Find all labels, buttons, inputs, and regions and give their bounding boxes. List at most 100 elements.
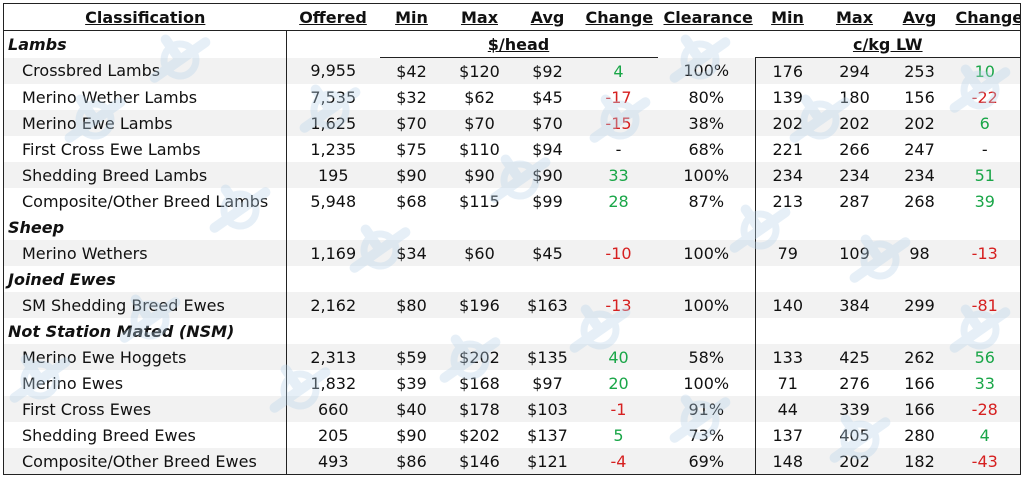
min-cell: $32 bbox=[396, 87, 427, 107]
min-cell: $80 bbox=[379, 292, 444, 318]
change-cell: -15 bbox=[579, 110, 658, 136]
kg-avg-cell: 247 bbox=[904, 139, 935, 159]
group-row: Not Station Mated (NSM) bbox=[4, 318, 1021, 344]
avg-cell: $45 bbox=[532, 87, 563, 107]
table-row: Composite/Other Breed Ewes 493 $86 $146 $121… bbox=[3, 448, 1021, 475]
group-row: Sheep bbox=[4, 214, 1021, 240]
min-cell: $59 bbox=[379, 344, 444, 370]
offered-cell: 2,313 bbox=[286, 344, 380, 370]
kg-change-cell: -43 bbox=[949, 448, 1021, 475]
col-header-min: Min bbox=[379, 3, 444, 31]
max-cell: $146 bbox=[443, 448, 516, 475]
avg-cell: $70 bbox=[515, 110, 580, 136]
col-header-clearance: Clearance bbox=[657, 3, 756, 31]
offered-cell: 5,948 bbox=[286, 188, 380, 214]
table-row: Shedding Breed Ewes 205 $90 $202 $137 5 73% 137… bbox=[4, 422, 1021, 448]
table-body: Lambs $/head c/kg LW Crossbred Lambs 9,955 $4… bbox=[3, 30, 1021, 475]
col-header-avg: Avg bbox=[515, 3, 580, 31]
clearance-cell: 73% bbox=[688, 425, 725, 445]
col-header-offered: Offered bbox=[286, 3, 380, 31]
offered-cell: 1,169 bbox=[286, 240, 380, 266]
kg-min-cell: 148 bbox=[755, 448, 820, 475]
clearance-cell: 100% bbox=[657, 240, 756, 266]
kg-change-cell: -81 bbox=[949, 292, 1021, 318]
col-header-kg-min: Min bbox=[755, 3, 820, 31]
min-cell: $86 bbox=[379, 448, 444, 475]
group-title: Sheep bbox=[8, 217, 65, 237]
kg-max-cell: 276 bbox=[839, 373, 870, 393]
kg-avg-cell: 182 bbox=[889, 448, 950, 475]
classification-cell: Merino Ewe Lambs bbox=[3, 110, 287, 136]
kg-max-cell: 405 bbox=[839, 425, 870, 445]
clearance-cell: 100% bbox=[657, 162, 756, 188]
classification-cell: Crossbred Lambs bbox=[3, 57, 287, 84]
kg-min-cell: 71 bbox=[755, 370, 820, 396]
max-cell: $168 bbox=[459, 373, 500, 393]
max-cell: $202 bbox=[459, 425, 500, 445]
classification-cell: Merino Ewe Hoggets bbox=[3, 344, 287, 370]
kg-max-cell: 202 bbox=[819, 110, 890, 136]
kg-change-cell: 4 bbox=[979, 425, 990, 445]
max-cell: $202 bbox=[443, 344, 516, 370]
unit-kg-label: c/kg LW bbox=[755, 30, 1021, 58]
col-header-change: Change bbox=[579, 3, 658, 31]
table-row: First Cross Ewes 660 $40 $178 $103 -1 91% 44 339… bbox=[3, 396, 1021, 422]
change-cell: 4 bbox=[579, 57, 658, 84]
change-cell: 5 bbox=[613, 425, 624, 445]
min-cell: $90 bbox=[379, 162, 444, 188]
min-cell: $70 bbox=[379, 110, 444, 136]
kg-min-cell: 79 bbox=[755, 240, 820, 266]
kg-max-cell: 294 bbox=[819, 57, 890, 84]
change-cell: -17 bbox=[605, 87, 632, 107]
kg-min-cell: 139 bbox=[755, 84, 820, 110]
offered-cell: 1,832 bbox=[286, 370, 380, 396]
classification-cell: Merino Wethers bbox=[3, 240, 287, 266]
max-cell: $196 bbox=[443, 292, 516, 318]
kg-avg-cell: 268 bbox=[904, 191, 935, 211]
clearance-cell: 68% bbox=[688, 139, 725, 159]
kg-avg-cell: 166 bbox=[904, 373, 935, 393]
group-title: Joined Ewes bbox=[8, 269, 116, 289]
group-row: Lambs $/head c/kg LW bbox=[4, 30, 1021, 58]
offered-cell: 7,535 bbox=[286, 84, 380, 110]
kg-max-cell: 109 bbox=[819, 240, 890, 266]
classification-cell: Composite/Other Breed Ewes bbox=[3, 448, 287, 475]
kg-min-cell: 133 bbox=[755, 344, 820, 370]
offered-cell: 195 bbox=[286, 162, 380, 188]
kg-min-cell: 213 bbox=[755, 188, 820, 214]
avg-cell: $121 bbox=[515, 448, 580, 475]
max-cell: $110 bbox=[459, 139, 500, 159]
offered-cell: 493 bbox=[286, 448, 380, 475]
avg-cell: $90 bbox=[515, 162, 580, 188]
table-row: First Cross Ewe Lambs 1,235 $75 $110 $94 - 68%… bbox=[4, 136, 1021, 162]
kg-max-cell: 287 bbox=[839, 191, 870, 211]
table-row: Merino Ewe Hoggets 2,313 $59 $202 $135 40 58% 1… bbox=[3, 344, 1021, 370]
max-cell: $120 bbox=[443, 57, 516, 84]
avg-cell: $45 bbox=[515, 240, 580, 266]
offered-cell: 1,235 bbox=[286, 136, 380, 162]
kg-change-cell: 33 bbox=[974, 373, 995, 393]
sheep-sale-summary-table: Classification Offered Min Max Avg Chang… bbox=[3, 3, 1021, 475]
classification-cell: Merino Wether Lambs bbox=[22, 87, 198, 107]
kg-max-cell: 384 bbox=[819, 292, 890, 318]
clearance-cell: 91% bbox=[657, 396, 756, 422]
kg-change-cell: -13 bbox=[949, 240, 1021, 266]
table-row: SM Shedding Breed Ewes 2,162 $80 $196 $163 -1… bbox=[3, 292, 1021, 318]
kg-max-cell: 339 bbox=[819, 396, 890, 422]
kg-change-cell: 39 bbox=[974, 191, 995, 211]
max-cell: $115 bbox=[459, 191, 500, 211]
kg-avg-cell: 280 bbox=[904, 425, 935, 445]
avg-cell: $163 bbox=[515, 292, 580, 318]
col-header-classification: Classification bbox=[3, 3, 287, 31]
table-row: Merino Ewe Lambs 1,625 $70 $70 $70 -15 38% 202 2… bbox=[3, 110, 1021, 136]
group-row: Joined Ewes bbox=[4, 266, 1021, 292]
kg-avg-cell: 299 bbox=[889, 292, 950, 318]
kg-avg-cell: 253 bbox=[889, 57, 950, 84]
avg-cell: $137 bbox=[527, 425, 568, 445]
classification-cell: First Cross Ewe Lambs bbox=[22, 139, 201, 159]
classification-cell: Composite/Other Breed Lambs bbox=[22, 191, 269, 211]
kg-change-cell: 6 bbox=[949, 110, 1021, 136]
kg-avg-cell: 234 bbox=[889, 162, 950, 188]
table-row: Crossbred Lambs 9,955 $42 $120 $92 4 100% 176 29… bbox=[3, 57, 1021, 84]
kg-max-cell: 202 bbox=[819, 448, 890, 475]
